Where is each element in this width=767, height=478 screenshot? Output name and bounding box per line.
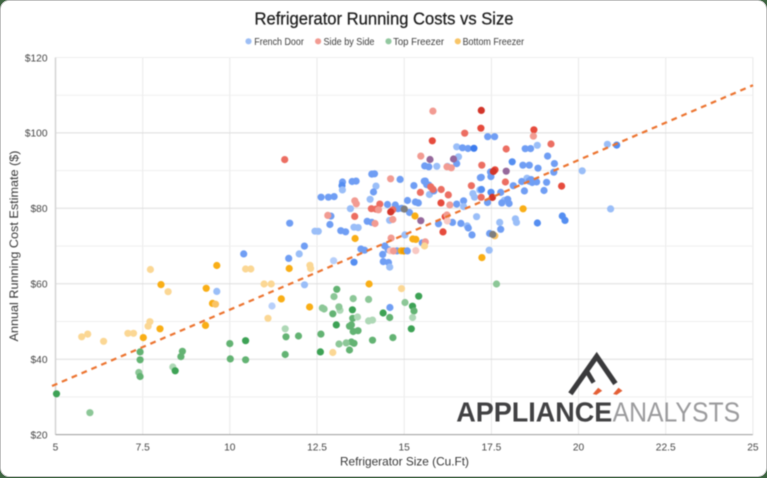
- svg-text:Annual Running Cost Estimate (: Annual Running Cost Estimate ($): [8, 150, 21, 341]
- svg-text:5: 5: [53, 443, 59, 454]
- svg-text:$20: $20: [31, 430, 48, 441]
- svg-text:Side by Side: Side by Side: [324, 37, 375, 48]
- svg-text:12.5: 12.5: [307, 443, 327, 454]
- svg-text:22.5: 22.5: [656, 443, 676, 454]
- svg-text:ANALYSTS: ANALYSTS: [613, 397, 741, 428]
- svg-text:20: 20: [573, 443, 585, 454]
- svg-text:Bottom Freezer: Bottom Freezer: [463, 37, 525, 48]
- svg-text:15: 15: [399, 443, 411, 454]
- svg-text:$120: $120: [25, 53, 48, 64]
- svg-text:10: 10: [224, 443, 236, 454]
- svg-text:$40: $40: [31, 355, 48, 366]
- svg-text:Top Freezer: Top Freezer: [393, 37, 445, 48]
- svg-text:$80: $80: [31, 204, 48, 215]
- svg-text:French Door: French Door: [254, 37, 304, 48]
- svg-text:$100: $100: [25, 129, 48, 140]
- svg-text:7.5: 7.5: [136, 443, 150, 454]
- svg-text:APPLIANCE: APPLIANCE: [456, 397, 612, 428]
- svg-text:Refrigerator Size (Cu.Ft): Refrigerator Size (Cu.Ft): [340, 456, 469, 469]
- svg-text:17.5: 17.5: [481, 443, 501, 454]
- svg-text:Refrigerator Running Costs vs: Refrigerator Running Costs vs Size: [255, 9, 514, 29]
- svg-text:$60: $60: [31, 280, 48, 291]
- svg-text:25: 25: [747, 443, 759, 454]
